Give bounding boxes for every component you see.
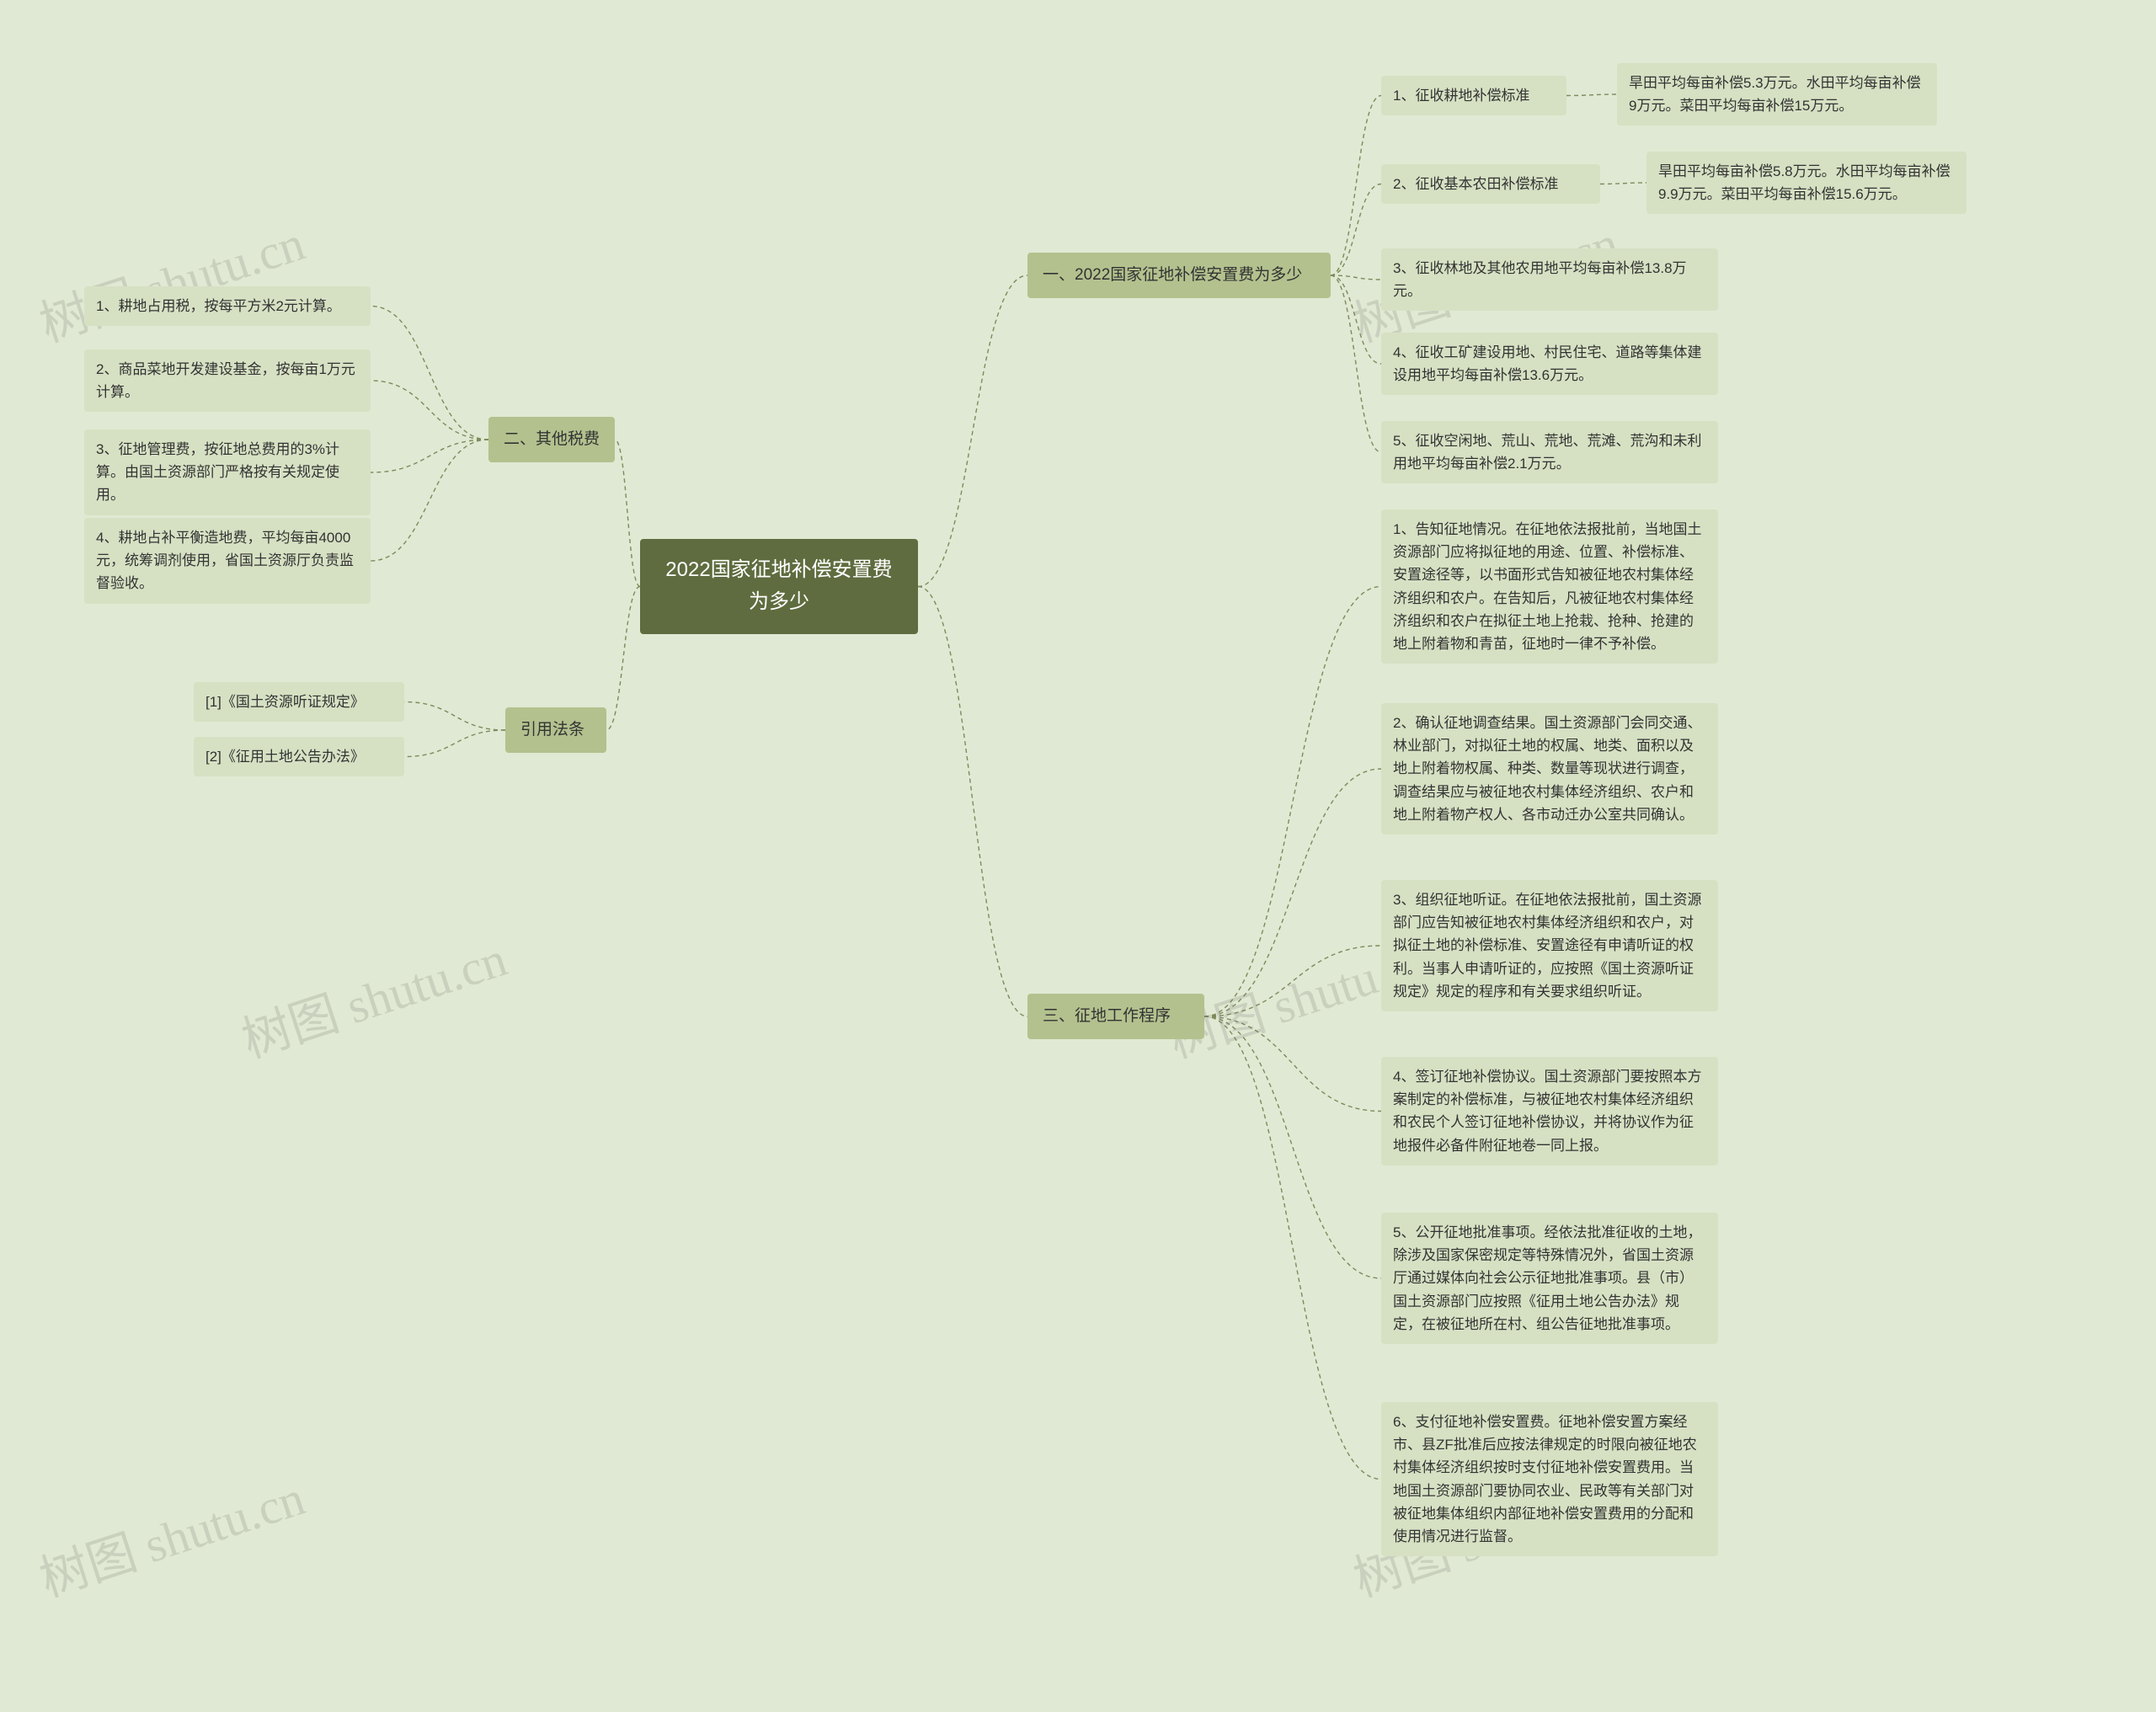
leaf-node[interactable]: 旱田平均每亩补偿5.8万元。水田平均每亩补偿9.9万元。菜田平均每亩补偿15.6… — [1646, 152, 1967, 214]
leaf-node[interactable]: 3、征地管理费，按征地总费用的3%计算。由国土资源部门严格按有关规定使用。 — [84, 429, 371, 515]
leaf-node[interactable]: 旱田平均每亩补偿5.3万元。水田平均每亩补偿9万元。菜田平均每亩补偿15万元。 — [1617, 63, 1937, 125]
leaf-node[interactable]: 5、征收空闲地、荒山、荒地、荒滩、荒沟和未利用地平均每亩补偿2.1万元。 — [1381, 421, 1718, 483]
leaf-node[interactable]: 6、支付征地补偿安置费。征地补偿安置方案经市、县ZF批准后应按法律规定的时限向被… — [1381, 1402, 1718, 1556]
branch-references[interactable]: 引用法条 — [505, 707, 606, 753]
leaf-node[interactable]: 1、耕地占用税，按每平方米2元计算。 — [84, 286, 371, 326]
leaf-node[interactable]: 1、告知征地情况。在征地依法报批前，当地国土资源部门应将拟征地的用途、位置、补偿… — [1381, 509, 1718, 664]
leaf-node[interactable]: 3、征收林地及其他农用地平均每亩补偿13.8万元。 — [1381, 248, 1718, 311]
leaf-node[interactable]: 2、商品菜地开发建设基金，按每亩1万元计算。 — [84, 349, 371, 412]
watermark: 树图 shutu.cn — [29, 204, 312, 355]
leaf-node[interactable]: 1、征收耕地补偿标准 — [1381, 76, 1566, 115]
watermark: 树图 shutu.cn — [29, 1459, 312, 1610]
watermark: 树图 shutu.cn — [232, 920, 514, 1071]
leaf-node[interactable]: 4、签订征地补偿协议。国土资源部门要按照本方案制定的补偿标准，与被征地农村集体经… — [1381, 1057, 1718, 1165]
leaf-node[interactable]: 4、征收工矿建设用地、村民住宅、道路等集体建设用地平均每亩补偿13.6万元。 — [1381, 333, 1718, 395]
leaf-node[interactable]: 5、公开征地批准事项。经依法批准征收的土地，除涉及国家保密规定等特殊情况外，省国… — [1381, 1213, 1718, 1344]
leaf-node[interactable]: 4、耕地占补平衡造地费，平均每亩4000元，统筹调剂使用，省国土资源厅负责监督验… — [84, 518, 371, 604]
branch-section-2[interactable]: 二、其他税费 — [488, 417, 615, 462]
root-node[interactable]: 2022国家征地补偿安置费为多少 — [640, 539, 918, 634]
leaf-reference[interactable]: [2]《征用土地公告办法》 — [194, 737, 404, 776]
branch-section-3[interactable]: 三、征地工作程序 — [1027, 994, 1204, 1039]
leaf-node[interactable]: 2、确认征地调查结果。国土资源部门会同交通、林业部门，对拟征土地的权属、地类、面… — [1381, 703, 1718, 835]
branch-section-1[interactable]: 一、2022国家征地补偿安置费为多少 — [1027, 253, 1331, 298]
leaf-reference[interactable]: [1]《国土资源听证规定》 — [194, 682, 404, 722]
leaf-node[interactable]: 2、征收基本农田补偿标准 — [1381, 164, 1600, 204]
leaf-node[interactable]: 3、组织征地听证。在征地依法报批前，国土资源部门应告知被征地农村集体经济组织和农… — [1381, 880, 1718, 1011]
